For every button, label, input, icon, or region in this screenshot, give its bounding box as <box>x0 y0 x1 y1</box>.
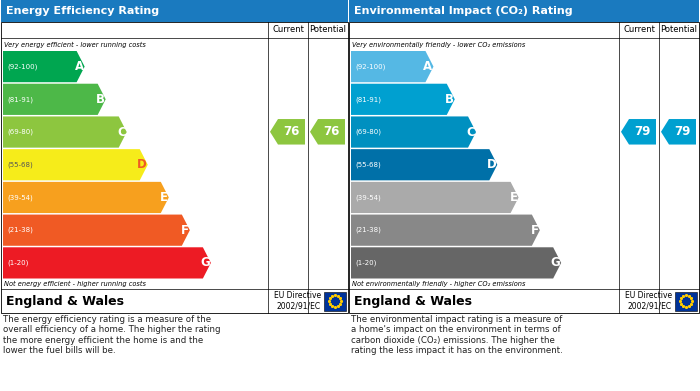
Text: C: C <box>117 126 126 138</box>
Text: (39-54): (39-54) <box>355 194 381 201</box>
Text: 79: 79 <box>634 125 651 138</box>
Text: Not energy efficient - higher running costs: Not energy efficient - higher running co… <box>4 281 146 287</box>
Text: Environmental Impact (CO₂) Rating: Environmental Impact (CO₂) Rating <box>354 6 573 16</box>
FancyBboxPatch shape <box>324 292 346 310</box>
Text: (92-100): (92-100) <box>355 63 386 70</box>
FancyBboxPatch shape <box>349 0 699 22</box>
Text: (21-38): (21-38) <box>7 227 33 233</box>
Polygon shape <box>661 119 696 145</box>
Text: B: B <box>444 93 454 106</box>
Text: Very environmentally friendly - lower CO₂ emissions: Very environmentally friendly - lower CO… <box>352 42 526 48</box>
Text: Very energy efficient - lower running costs: Very energy efficient - lower running co… <box>4 42 146 48</box>
Text: E: E <box>510 191 517 204</box>
Text: Potential: Potential <box>309 25 346 34</box>
Polygon shape <box>3 84 106 115</box>
Text: EU Directive
2002/91/EC: EU Directive 2002/91/EC <box>625 291 672 311</box>
Text: A: A <box>424 60 433 73</box>
Polygon shape <box>351 215 540 246</box>
Text: A: A <box>74 60 83 73</box>
Text: (81-91): (81-91) <box>7 96 33 102</box>
Text: 76: 76 <box>323 125 340 138</box>
Polygon shape <box>351 84 455 115</box>
Text: (92-100): (92-100) <box>7 63 37 70</box>
Text: (69-80): (69-80) <box>355 129 381 135</box>
Polygon shape <box>351 51 433 82</box>
Text: 76: 76 <box>284 125 300 138</box>
Polygon shape <box>351 182 519 213</box>
Text: (39-54): (39-54) <box>7 194 33 201</box>
Polygon shape <box>3 149 148 180</box>
Text: D: D <box>137 158 147 171</box>
Text: EU Directive
2002/91/EC: EU Directive 2002/91/EC <box>274 291 321 311</box>
Text: B: B <box>96 93 105 106</box>
Text: Current: Current <box>272 25 304 34</box>
Text: (55-68): (55-68) <box>355 161 381 168</box>
Polygon shape <box>310 119 345 145</box>
Text: Current: Current <box>623 25 655 34</box>
Text: (1-20): (1-20) <box>355 260 377 266</box>
Text: Not environmentally friendly - higher CO₂ emissions: Not environmentally friendly - higher CO… <box>352 281 526 287</box>
Polygon shape <box>3 247 211 278</box>
Polygon shape <box>3 117 127 148</box>
Text: C: C <box>466 126 475 138</box>
Polygon shape <box>3 182 169 213</box>
Text: (81-91): (81-91) <box>355 96 381 102</box>
Polygon shape <box>351 149 497 180</box>
Text: E: E <box>160 191 168 204</box>
Text: England & Wales: England & Wales <box>354 294 472 307</box>
Polygon shape <box>351 117 476 148</box>
Text: D: D <box>486 158 496 171</box>
Text: G: G <box>550 256 560 269</box>
Text: Energy Efficiency Rating: Energy Efficiency Rating <box>6 6 159 16</box>
FancyBboxPatch shape <box>1 22 348 313</box>
Text: (69-80): (69-80) <box>7 129 33 135</box>
FancyBboxPatch shape <box>349 22 699 313</box>
Text: (55-68): (55-68) <box>7 161 33 168</box>
FancyBboxPatch shape <box>675 292 697 310</box>
Polygon shape <box>270 119 305 145</box>
Text: 79: 79 <box>674 125 691 138</box>
Polygon shape <box>351 247 561 278</box>
Text: The environmental impact rating is a measure of
a home's impact on the environme: The environmental impact rating is a mea… <box>351 315 563 355</box>
Text: G: G <box>200 256 210 269</box>
Text: The energy efficiency rating is a measure of the
overall efficiency of a home. T: The energy efficiency rating is a measur… <box>3 315 220 355</box>
Text: Potential: Potential <box>661 25 697 34</box>
Polygon shape <box>3 215 190 246</box>
Text: F: F <box>181 224 189 237</box>
Text: (1-20): (1-20) <box>7 260 29 266</box>
Text: (21-38): (21-38) <box>355 227 381 233</box>
Text: England & Wales: England & Wales <box>6 294 124 307</box>
FancyBboxPatch shape <box>1 0 348 22</box>
Text: F: F <box>531 224 539 237</box>
Polygon shape <box>3 51 85 82</box>
Polygon shape <box>621 119 656 145</box>
